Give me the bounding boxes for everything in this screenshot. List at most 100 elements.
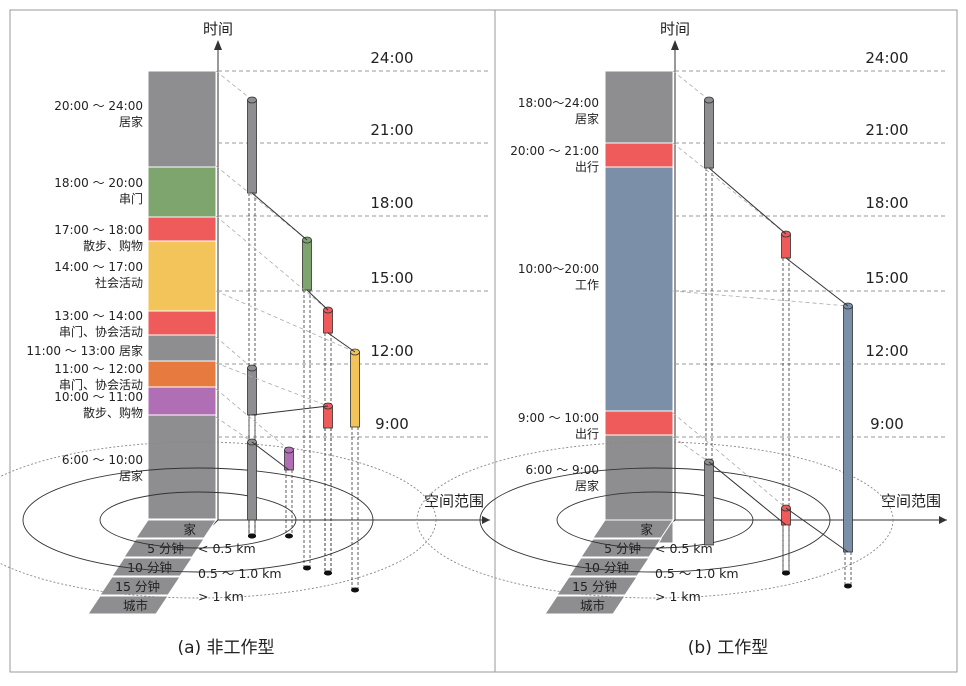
activity-label: 串门 — [119, 191, 143, 206]
ground-band-label: 家 — [183, 522, 196, 537]
activity-cylinder — [302, 236, 312, 291]
panel-b-border — [494, 9, 958, 673]
path-link — [327, 332, 356, 353]
activity-cylinder-cap — [247, 364, 257, 372]
activity-cylinder-cap — [704, 96, 714, 104]
ground-point — [248, 533, 256, 539]
activity-label: 20:00 ～ 24:00 — [54, 99, 143, 113]
projection-line — [215, 70, 253, 101]
activity-label: 居家 — [119, 468, 143, 483]
time-block — [147, 414, 217, 520]
activity-label: 居家 — [119, 114, 143, 129]
path-link — [251, 405, 329, 416]
projection-line — [215, 336, 253, 369]
distance-label: < 0.5 km — [198, 541, 256, 556]
activity-label: 社会活动 — [95, 275, 143, 290]
activity-cylinder-body — [247, 367, 257, 416]
time-axis-arrow — [671, 40, 679, 50]
activity-label: 串门、协会活动 — [59, 324, 143, 339]
time-axis-label: 时间 — [203, 20, 233, 38]
projection-line — [215, 416, 253, 443]
ground-band-label: 5 分钟 — [147, 541, 184, 556]
activity-label: 6:00 ～ 10:00 — [62, 453, 143, 467]
time-block — [147, 386, 217, 416]
time-tick-label: 24:00 — [865, 49, 908, 67]
distance-label: 0.5 ～ 1.0 km — [198, 566, 282, 581]
distance-arc — [0, 441, 437, 599]
activity-label: 出行 — [575, 160, 599, 174]
activity-label: 居家 — [575, 111, 599, 126]
time-tick-label: 15:00 — [370, 269, 413, 287]
activity-label: 20:00 ～ 21:00 — [510, 144, 599, 158]
distance-label: > 1 km — [655, 589, 701, 604]
projection-line — [215, 388, 290, 451]
time-block — [147, 360, 217, 388]
activity-label: 11:00 ～ 12:00 — [54, 362, 143, 376]
ground-band-label: 城市 — [580, 598, 605, 613]
distance-arc — [479, 467, 831, 573]
projection-line — [215, 290, 356, 353]
activity-cylinder-body — [302, 239, 312, 291]
activity-cylinder-body — [247, 99, 257, 194]
ground-band — [135, 519, 217, 539]
time-tick-label: 18:00 — [865, 194, 908, 212]
distance-label: > 1 km — [198, 589, 244, 604]
activity-cylinder — [284, 446, 294, 471]
activity-label: 6:00 ～ 9:00 — [525, 463, 599, 477]
activity-label: 散步、购物 — [83, 405, 143, 420]
activity-cylinder — [843, 302, 853, 553]
activity-label: 串门、协会活动 — [59, 377, 143, 392]
time-block — [147, 70, 217, 168]
activity-cylinder — [704, 96, 714, 169]
activity-cylinder — [704, 458, 714, 546]
activity-cylinder-body — [323, 309, 333, 334]
distance-label: < 0.5 km — [655, 541, 713, 556]
activity-label: 9:00 ～ 10:00 — [518, 411, 599, 425]
time-block — [604, 410, 674, 436]
activity-cylinder — [350, 348, 360, 428]
ground-band-label: 5 分钟 — [604, 541, 641, 556]
activity-label: 出行 — [575, 427, 599, 441]
activity-label: 14:00 ～ 17:00 — [54, 260, 143, 274]
path-link — [306, 289, 329, 311]
time-tick-label: 15:00 — [865, 269, 908, 287]
distance-arc — [416, 441, 894, 599]
time-tick-label: 12:00 — [370, 342, 413, 360]
time-tick-label: 18:00 — [370, 194, 413, 212]
time-block — [147, 310, 217, 336]
distance-label: 0.5 ～ 1.0 km — [655, 566, 739, 581]
activity-cylinder — [323, 306, 333, 334]
time-axis-arrow — [214, 40, 222, 50]
space-axis-label: 空间范围 — [424, 492, 484, 510]
ground-point — [844, 583, 852, 589]
activity-cylinder-cap — [247, 96, 257, 104]
activity-cylinder — [781, 230, 791, 259]
projection-line — [215, 165, 308, 241]
projection-line — [215, 215, 329, 311]
activity-cylinder-body — [704, 461, 714, 546]
time-block — [604, 166, 674, 412]
path-link — [251, 192, 308, 241]
distance-arc — [99, 491, 297, 549]
activity-cylinder-body — [247, 441, 257, 521]
time-tick-label: 9:00 — [375, 415, 409, 433]
projection-line — [215, 362, 329, 407]
activity-label: 11:00 ～ 13:00 居家 — [26, 343, 143, 358]
time-block — [147, 334, 217, 362]
ground-band-label: 城市 — [123, 598, 148, 613]
ground-band-label: 15 分钟 — [572, 579, 617, 594]
ground-band-label: 10 分钟 — [127, 560, 172, 575]
path-link — [708, 167, 787, 235]
panel-caption: (b) 工作型 — [688, 638, 768, 658]
projection-line — [672, 436, 710, 463]
space-axis-arrow — [939, 516, 947, 524]
projection-line — [672, 412, 787, 509]
distance-arc — [22, 467, 374, 573]
projection-line — [672, 142, 787, 235]
projection-line — [672, 290, 849, 307]
ground-point — [303, 565, 311, 571]
ground-point — [782, 570, 790, 576]
